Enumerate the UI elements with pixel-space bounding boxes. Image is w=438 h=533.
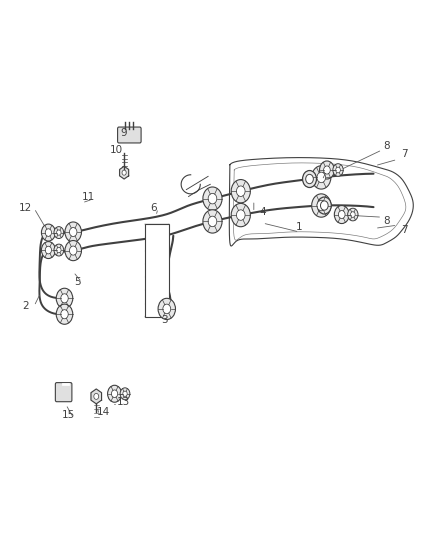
Text: 6: 6 <box>150 203 157 213</box>
Circle shape <box>348 208 358 221</box>
Text: 7: 7 <box>401 149 407 159</box>
Circle shape <box>318 197 331 214</box>
Circle shape <box>42 224 55 241</box>
Circle shape <box>321 201 328 210</box>
Text: 3: 3 <box>161 314 168 325</box>
Text: 2: 2 <box>22 301 28 311</box>
Circle shape <box>123 391 127 397</box>
Circle shape <box>350 212 355 217</box>
Circle shape <box>65 222 81 242</box>
Circle shape <box>54 244 64 256</box>
Circle shape <box>317 200 325 211</box>
Circle shape <box>56 304 73 324</box>
Text: 7: 7 <box>401 225 407 236</box>
Circle shape <box>57 247 61 253</box>
Circle shape <box>208 193 217 204</box>
Circle shape <box>122 170 126 175</box>
Text: 13: 13 <box>117 397 130 407</box>
Circle shape <box>108 385 121 402</box>
Circle shape <box>70 228 77 237</box>
Circle shape <box>303 171 317 188</box>
Text: 10: 10 <box>110 145 123 155</box>
Circle shape <box>336 167 340 173</box>
Circle shape <box>339 211 345 219</box>
Text: 11: 11 <box>82 191 95 201</box>
Text: 5: 5 <box>74 277 81 287</box>
Circle shape <box>158 298 176 319</box>
Circle shape <box>231 204 251 227</box>
Circle shape <box>111 390 118 398</box>
Bar <box>145 224 169 317</box>
Circle shape <box>61 310 68 319</box>
Circle shape <box>163 304 171 314</box>
Circle shape <box>54 227 64 238</box>
Circle shape <box>65 240 81 261</box>
Text: 15: 15 <box>62 410 75 420</box>
Circle shape <box>334 206 349 223</box>
Circle shape <box>237 210 245 220</box>
Text: 1: 1 <box>296 222 303 232</box>
Circle shape <box>61 294 68 303</box>
Text: 8: 8 <box>383 141 390 151</box>
Circle shape <box>324 166 330 174</box>
Text: 4: 4 <box>259 207 266 217</box>
Circle shape <box>312 166 331 189</box>
Circle shape <box>70 246 77 255</box>
Polygon shape <box>120 166 129 179</box>
Circle shape <box>120 388 130 400</box>
Circle shape <box>94 393 99 399</box>
Circle shape <box>237 186 245 197</box>
Circle shape <box>317 172 325 183</box>
Circle shape <box>57 230 61 235</box>
FancyBboxPatch shape <box>55 383 72 402</box>
Circle shape <box>306 174 313 184</box>
Circle shape <box>45 246 52 254</box>
FancyBboxPatch shape <box>117 127 141 143</box>
Circle shape <box>203 187 222 211</box>
Text: 8: 8 <box>383 216 390 227</box>
Text: 9: 9 <box>120 128 127 138</box>
Text: 12: 12 <box>19 203 32 213</box>
Circle shape <box>312 194 331 217</box>
Circle shape <box>56 288 73 309</box>
Circle shape <box>333 164 343 176</box>
Circle shape <box>208 216 217 227</box>
Circle shape <box>45 229 52 236</box>
Polygon shape <box>91 389 102 404</box>
Circle shape <box>231 180 251 203</box>
Circle shape <box>42 241 55 259</box>
Circle shape <box>203 210 222 233</box>
Circle shape <box>320 161 334 179</box>
Text: 14: 14 <box>97 407 110 417</box>
